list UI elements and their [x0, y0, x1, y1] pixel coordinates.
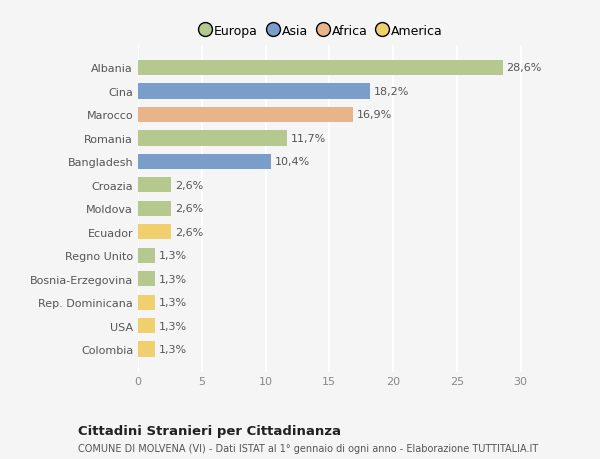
Text: 1,3%: 1,3% [158, 344, 187, 354]
Bar [138, 131, 287, 146]
Text: 11,7%: 11,7% [291, 134, 326, 144]
Text: 2,6%: 2,6% [175, 227, 203, 237]
Bar [138, 248, 155, 263]
Text: 2,6%: 2,6% [175, 204, 203, 214]
Text: 10,4%: 10,4% [274, 157, 310, 167]
Bar [138, 178, 171, 193]
Bar [138, 84, 370, 99]
Text: 1,3%: 1,3% [158, 297, 187, 308]
Bar [138, 271, 155, 287]
Text: 1,3%: 1,3% [158, 274, 187, 284]
Text: 28,6%: 28,6% [506, 63, 542, 73]
Bar [138, 107, 353, 123]
Text: 2,6%: 2,6% [175, 180, 203, 190]
Bar [138, 342, 155, 357]
Text: 18,2%: 18,2% [374, 87, 409, 97]
Legend: Europa, Asia, Africa, America: Europa, Asia, Africa, America [195, 20, 448, 43]
Bar [138, 201, 171, 217]
Bar [138, 154, 271, 170]
Bar [138, 224, 171, 240]
Text: 16,9%: 16,9% [357, 110, 392, 120]
Bar [138, 295, 155, 310]
Bar [138, 319, 155, 334]
Text: COMUNE DI MOLVENA (VI) - Dati ISTAT al 1° gennaio di ogni anno - Elaborazione TU: COMUNE DI MOLVENA (VI) - Dati ISTAT al 1… [78, 443, 538, 453]
Text: 1,3%: 1,3% [158, 251, 187, 261]
Text: Cittadini Stranieri per Cittadinanza: Cittadini Stranieri per Cittadinanza [78, 425, 341, 437]
Text: 1,3%: 1,3% [158, 321, 187, 331]
Bar [138, 61, 503, 76]
